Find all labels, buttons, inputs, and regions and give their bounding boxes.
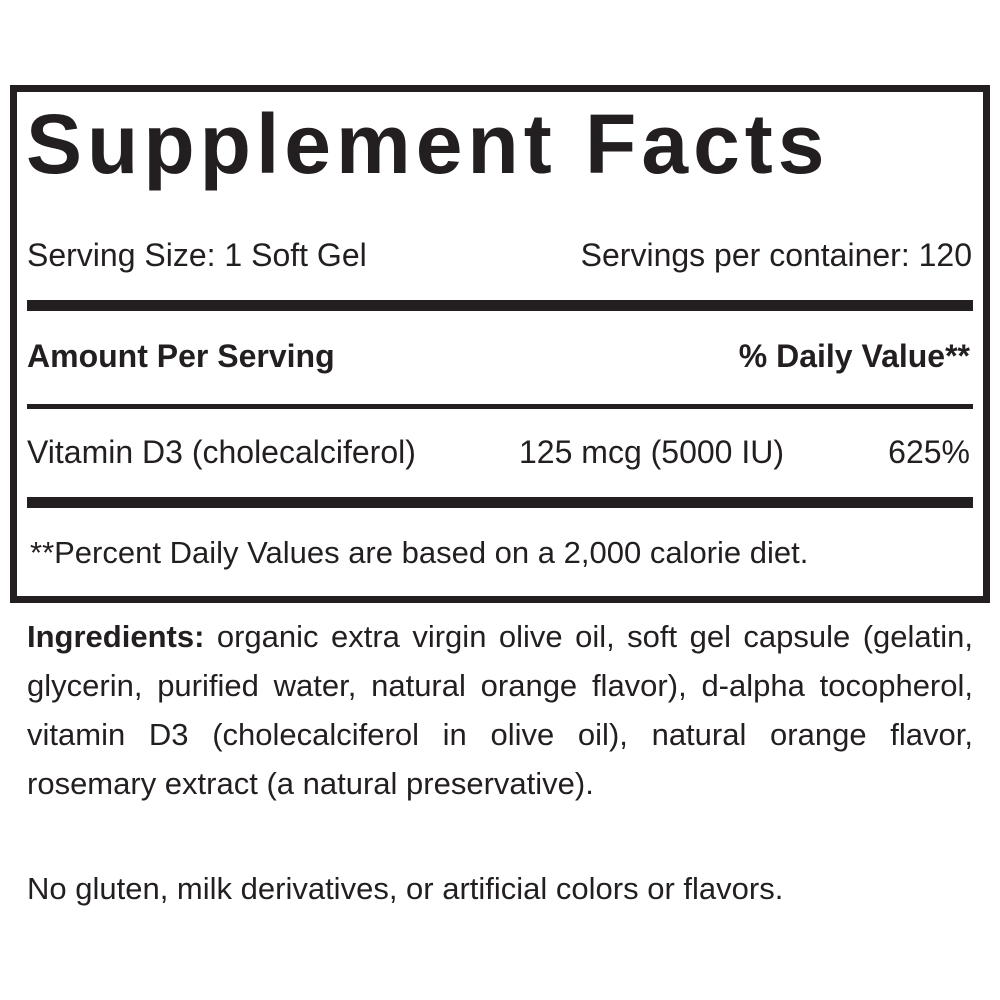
footnote: **Percent Daily Values are based on a 2,… xyxy=(30,535,809,570)
ingredients-label: Ingredients: xyxy=(27,619,205,654)
ingredients-text: organic extra virgin olive oil, soft gel… xyxy=(27,619,973,801)
nutrient-daily-value: 625% xyxy=(888,434,970,470)
serving-size: Serving Size: 1 Soft Gel xyxy=(27,237,367,273)
panel-title: Supplement Facts xyxy=(26,97,830,191)
nutrient-amount: 125 mcg (5000 IU) xyxy=(519,434,785,470)
servings-per-container: Servings per container: 120 xyxy=(580,237,972,273)
thin-divider xyxy=(27,404,973,409)
nutrient-name: Vitamin D3 (cholecalciferol) xyxy=(27,434,416,470)
allergen-note: No gluten, milk derivatives, or artifici… xyxy=(27,871,784,906)
daily-value-header: % Daily Value** xyxy=(738,338,970,374)
thick-divider xyxy=(27,300,973,311)
supplement-facts-panel xyxy=(10,85,990,603)
amount-per-serving-header: Amount Per Serving xyxy=(27,338,335,374)
ingredients-paragraph: Ingredients: organic extra virgin olive … xyxy=(27,612,973,808)
thick-divider xyxy=(27,497,973,508)
